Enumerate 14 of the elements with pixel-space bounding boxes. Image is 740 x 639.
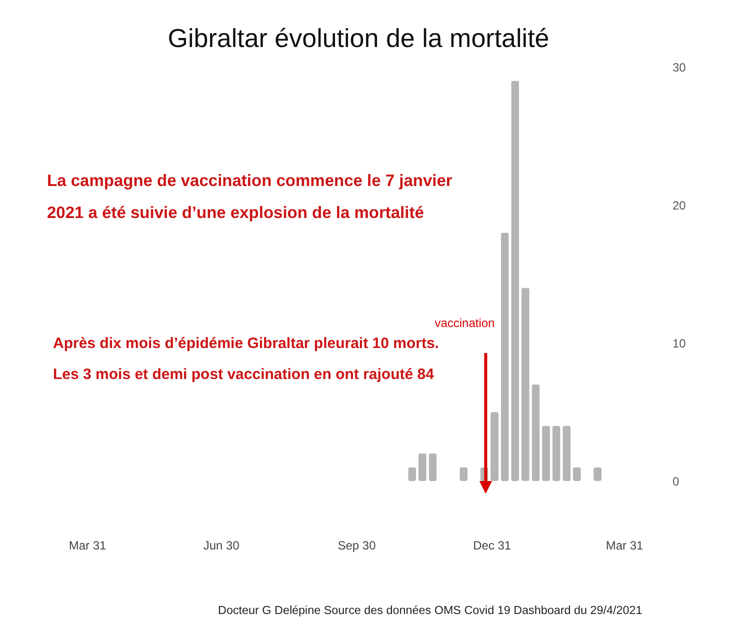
x-tick-label: Sep 30 xyxy=(338,538,376,552)
y-tick-label: 10 xyxy=(672,336,686,350)
annotation: La campagne de vaccination commence le 7 janvier 2021 a été suivie d’une explosion de la mortalité xyxy=(47,172,453,222)
y-tick-label: 30 xyxy=(672,60,686,74)
x-tick-label: Jun 30 xyxy=(203,538,240,552)
x-tick-label: Mar 31 xyxy=(68,538,106,552)
ref-line-label: vaccination xyxy=(434,316,495,330)
y-tick-label: 20 xyxy=(672,198,686,212)
annotation: Après dix mois d’épidémie Gibraltar pleurait 10 morts. Les 3 mois et demi post vaccination en ont rajouté 84 xyxy=(53,335,439,383)
y-tick-label: 0 xyxy=(672,474,680,488)
x-tick-label: Mar 31 xyxy=(606,538,644,552)
chart-title: Gibraltar évolution de la mortalité xyxy=(168,23,550,53)
x-tick-label: Dec 31 xyxy=(473,538,512,552)
text: Docteur G Delépine Source des données OMS Covid 19 Dashboard du 29/4/2021 xyxy=(218,604,642,617)
